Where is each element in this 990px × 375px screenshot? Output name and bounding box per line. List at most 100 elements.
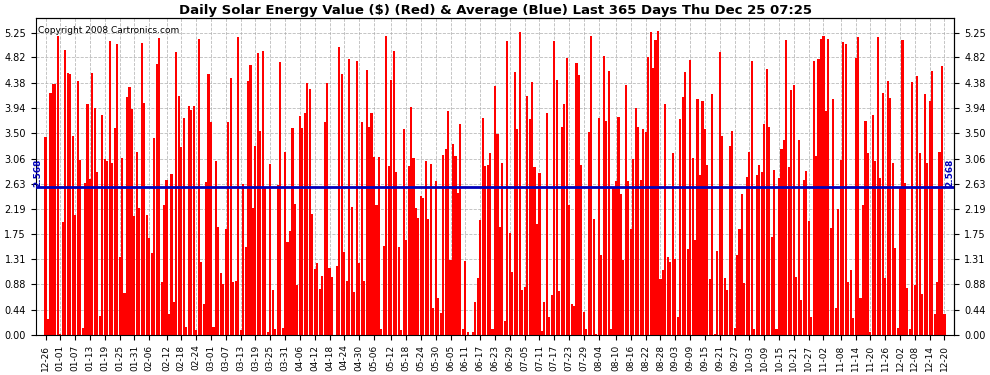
Bar [514, 72, 516, 335]
Bar [249, 64, 251, 335]
Bar [198, 39, 200, 335]
Bar [418, 218, 420, 335]
Bar [64, 50, 66, 335]
Bar [628, 182, 630, 335]
Bar [598, 118, 600, 335]
Bar [833, 99, 835, 335]
Bar [516, 129, 519, 335]
Bar [798, 140, 800, 335]
Bar [709, 279, 711, 335]
Bar [81, 328, 83, 335]
Bar [692, 158, 694, 335]
Bar [66, 73, 68, 335]
Bar [529, 119, 531, 335]
Bar [433, 308, 435, 335]
Bar [339, 47, 341, 335]
Bar [425, 160, 427, 335]
Bar [940, 66, 943, 335]
Bar [696, 99, 699, 335]
Bar [91, 73, 93, 335]
Bar [664, 104, 666, 335]
Bar [405, 240, 407, 335]
Bar [625, 86, 627, 335]
Bar [805, 171, 807, 335]
Bar [687, 249, 689, 335]
Bar [178, 96, 180, 335]
Bar [353, 292, 355, 335]
Bar [638, 127, 640, 335]
Bar [758, 165, 760, 335]
Bar [847, 282, 849, 335]
Bar [800, 300, 802, 335]
Bar [193, 106, 195, 335]
Bar [86, 104, 88, 335]
Bar [509, 233, 511, 335]
Bar [610, 330, 612, 335]
Bar [765, 69, 767, 335]
Bar [466, 332, 469, 335]
Bar [400, 330, 402, 335]
Bar [775, 330, 777, 335]
Bar [331, 277, 333, 335]
Bar [844, 44, 846, 335]
Bar [484, 166, 486, 335]
Bar [452, 144, 454, 335]
Bar [818, 59, 820, 335]
Bar [588, 132, 590, 335]
Bar [443, 156, 445, 335]
Bar [213, 327, 215, 335]
Bar [146, 216, 148, 335]
Bar [585, 329, 587, 335]
Bar [499, 227, 501, 335]
Bar [489, 153, 491, 335]
Bar [828, 39, 830, 335]
Bar [306, 83, 308, 335]
Bar [481, 118, 484, 335]
Bar [449, 260, 451, 335]
Bar [153, 138, 155, 335]
Bar [373, 158, 375, 335]
Bar [358, 263, 360, 335]
Bar [344, 252, 346, 335]
Bar [701, 101, 704, 335]
Bar [659, 279, 661, 335]
Bar [919, 153, 921, 335]
Bar [902, 39, 904, 335]
Bar [741, 194, 743, 335]
Bar [672, 153, 674, 335]
Bar [304, 113, 306, 335]
Bar [699, 175, 701, 335]
Bar [729, 146, 731, 335]
Bar [203, 304, 205, 335]
Bar [368, 127, 370, 335]
Bar [415, 208, 417, 335]
Bar [370, 113, 372, 335]
Bar [119, 257, 121, 335]
Bar [471, 332, 474, 335]
Bar [279, 62, 281, 335]
Bar [790, 90, 792, 335]
Bar [365, 70, 367, 335]
Bar [926, 163, 929, 335]
Bar [360, 122, 362, 335]
Bar [435, 180, 437, 335]
Bar [299, 116, 301, 335]
Text: 2.568: 2.568 [34, 159, 43, 187]
Bar [667, 257, 669, 335]
Bar [301, 128, 303, 335]
Bar [89, 179, 91, 335]
Bar [704, 129, 706, 335]
Bar [649, 32, 651, 335]
Bar [129, 87, 131, 335]
Bar [726, 291, 729, 335]
Title: Daily Solar Energy Value ($) (Red) & Average (Blue) Last 365 Days Thu Dec 25 07:: Daily Solar Energy Value ($) (Red) & Ave… [178, 4, 812, 17]
Bar [175, 53, 177, 335]
Bar [785, 40, 787, 335]
Bar [445, 148, 446, 335]
Bar [494, 86, 496, 335]
Bar [106, 161, 108, 335]
Bar [590, 36, 592, 335]
Bar [593, 219, 595, 335]
Bar [383, 246, 385, 335]
Bar [647, 57, 649, 335]
